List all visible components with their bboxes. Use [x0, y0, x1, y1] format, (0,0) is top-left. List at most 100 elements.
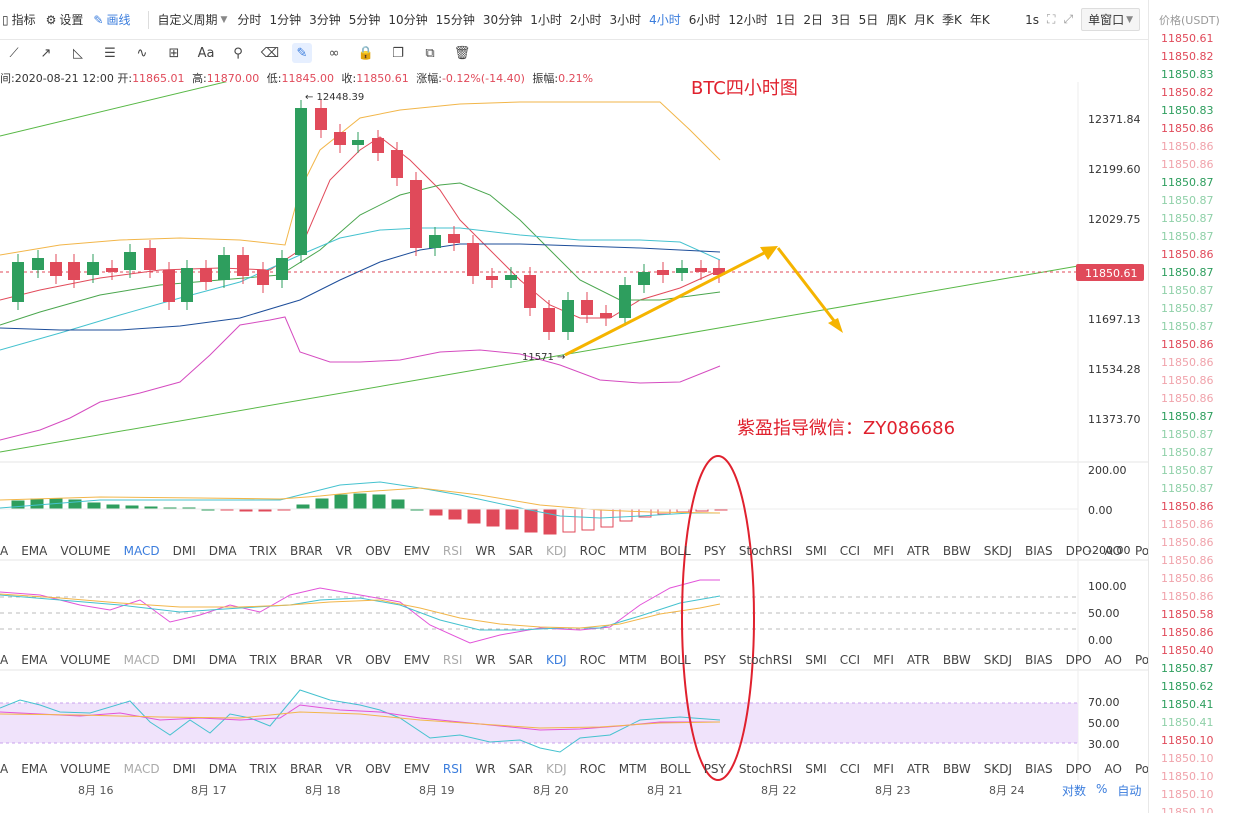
- indicator-tab[interactable]: DPO: [1065, 544, 1092, 558]
- indicator-tab[interactable]: SKDJ: [983, 544, 1012, 558]
- period-tab[interactable]: 5分钟: [348, 13, 381, 27]
- interval-1s-button[interactable]: 1s: [1025, 12, 1040, 27]
- crosshair-icon[interactable]: ⊞: [168, 45, 180, 61]
- indicator-tab[interactable]: CCI: [839, 544, 861, 558]
- indicator-tab[interactable]: WR: [475, 762, 496, 776]
- period-tab[interactable]: 周K: [886, 13, 907, 27]
- indicator-tab[interactable]: ATR: [906, 544, 930, 558]
- indicator-tab[interactable]: BIAS: [1024, 762, 1053, 776]
- indicator-tab[interactable]: DMA: [208, 653, 237, 667]
- indicator-tab[interactable]: MACD: [123, 762, 160, 776]
- indicator-tab[interactable]: AO: [1104, 762, 1122, 776]
- indicator-tab[interactable]: AO: [1104, 544, 1122, 558]
- indicator-tab[interactable]: MACD: [123, 544, 160, 558]
- indicator-tab[interactable]: RSI: [442, 762, 463, 776]
- indicator-tab[interactable]: StochRSI: [738, 544, 793, 558]
- screenshot-icon[interactable]: ⧉: [425, 45, 435, 61]
- indicator-tab[interactable]: SMI: [805, 544, 827, 558]
- indicator-tab[interactable]: DMA: [208, 762, 237, 776]
- indicator-tab[interactable]: A: [0, 653, 9, 667]
- indicator-tab[interactable]: AO: [1104, 653, 1122, 667]
- indicator-tab[interactable]: MFI: [873, 653, 894, 667]
- indicator-tab[interactable]: MFI: [873, 544, 894, 558]
- indicator-tab[interactable]: TRIX: [249, 653, 277, 667]
- indicator-tab[interactable]: VR: [335, 653, 353, 667]
- indicator-tab[interactable]: BOLL: [659, 762, 691, 776]
- indicator-tab[interactable]: ROC: [579, 544, 606, 558]
- indicator-tab[interactable]: BRAR: [290, 544, 323, 558]
- ray-icon[interactable]: ↗: [40, 45, 52, 61]
- indicator-tab[interactable]: TRIX: [249, 544, 277, 558]
- period-tab[interactable]: 10分钟: [388, 13, 428, 27]
- period-tab[interactable]: 15分钟: [435, 13, 475, 27]
- indicator-tab[interactable]: VR: [335, 762, 353, 776]
- line-icon[interactable]: ⟋: [9, 45, 19, 61]
- indicator-tab[interactable]: MTM: [618, 653, 647, 667]
- indicator-tab[interactable]: BIAS: [1024, 544, 1053, 558]
- indicator-tab[interactable]: SAR: [508, 544, 533, 558]
- period-tab[interactable]: 1小时: [530, 13, 562, 27]
- indicator-tab[interactable]: ATR: [906, 762, 930, 776]
- indicator-tab[interactable]: SAR: [508, 653, 533, 667]
- custom-period-dropdown[interactable]: 自定义周期 ▼: [157, 11, 227, 28]
- indicator-tab[interactable]: SKDJ: [983, 653, 1012, 667]
- indicator-tab[interactable]: DPO: [1065, 653, 1092, 667]
- indicator-tab[interactable]: WR: [475, 544, 496, 558]
- indicator-tab[interactable]: PSY: [703, 762, 726, 776]
- indicator-tab[interactable]: SMI: [805, 653, 827, 667]
- indicator-tab[interactable]: CCI: [839, 653, 861, 667]
- indicator-tab[interactable]: DMI: [172, 762, 196, 776]
- period-tab[interactable]: 2日: [803, 13, 823, 27]
- indicator-tab[interactable]: BBW: [942, 653, 971, 667]
- indicator-tab[interactable]: MTM: [618, 544, 647, 558]
- copy-icon[interactable]: ❐: [392, 45, 404, 61]
- indicator-tab[interactable]: VR: [335, 544, 353, 558]
- horizontal-lines-icon[interactable]: ☰: [104, 45, 116, 61]
- period-tab[interactable]: 1分钟: [269, 13, 302, 27]
- period-tab[interactable]: 1日: [775, 13, 796, 27]
- indicator-tab[interactable]: BBW: [942, 762, 971, 776]
- indicator-tab[interactable]: EMV: [403, 762, 430, 776]
- indicator-tab[interactable]: ROC: [579, 653, 606, 667]
- indicator-tab[interactable]: BRAR: [290, 653, 323, 667]
- text-icon[interactable]: Aa: [197, 45, 215, 61]
- draw-button[interactable]: ✎ 画线: [93, 11, 130, 28]
- indicator-tab[interactable]: CCI: [839, 762, 861, 776]
- indicator-tab[interactable]: TRIX: [249, 762, 277, 776]
- indicator-tab[interactable]: VOLUME: [60, 544, 111, 558]
- indicator-tab[interactable]: OBV: [365, 653, 391, 667]
- indicator-tab[interactable]: EMV: [403, 653, 430, 667]
- indicator-tab[interactable]: OBV: [365, 762, 391, 776]
- link-icon[interactable]: ∞: [328, 45, 340, 61]
- indicator-tab[interactable]: BOLL: [659, 653, 691, 667]
- indicator-tab[interactable]: KDJ: [545, 653, 567, 667]
- indicator-tab[interactable]: DPO: [1065, 762, 1092, 776]
- indicator-tab[interactable]: A: [0, 762, 9, 776]
- period-tab[interactable]: 30分钟: [482, 13, 523, 27]
- triangle-icon[interactable]: ◺: [73, 45, 83, 61]
- indicator-button[interactable]: ▯ 指标: [2, 11, 36, 28]
- period-tab[interactable]: 5日: [858, 13, 879, 27]
- trash-icon[interactable]: 🗑: [453, 45, 471, 61]
- settings-button[interactable]: ⚙ 设置: [46, 11, 84, 28]
- indicator-tab[interactable]: MTM: [618, 762, 647, 776]
- indicator-tab[interactable]: MFI: [873, 762, 894, 776]
- indicator-tab[interactable]: EMA: [21, 544, 48, 558]
- wave-icon[interactable]: ∿: [136, 45, 148, 61]
- indicator-tab[interactable]: DMI: [172, 653, 196, 667]
- window-mode-dropdown[interactable]: 单窗口 ▼: [1081, 8, 1140, 31]
- axis-control-button[interactable]: 对数: [1062, 784, 1087, 798]
- period-tab[interactable]: 3分钟: [309, 13, 341, 27]
- indicator-tab[interactable]: SAR: [508, 762, 533, 776]
- lock-icon[interactable]: 🔒: [357, 45, 375, 61]
- period-tab[interactable]: 4小时: [649, 13, 681, 27]
- indicator-tab[interactable]: MACD: [123, 653, 160, 667]
- expand-icon[interactable]: ⤢: [1063, 12, 1074, 26]
- indicator-tab[interactable]: EMA: [21, 762, 48, 776]
- period-tab[interactable]: 3日: [830, 13, 851, 27]
- indicator-tab[interactable]: BBW: [942, 544, 971, 558]
- indicator-tab[interactable]: RSI: [442, 544, 463, 558]
- period-tab[interactable]: 月K: [914, 13, 934, 27]
- axis-control-button[interactable]: 自动: [1117, 784, 1142, 798]
- indicator-tab[interactable]: StochRSI: [738, 762, 793, 776]
